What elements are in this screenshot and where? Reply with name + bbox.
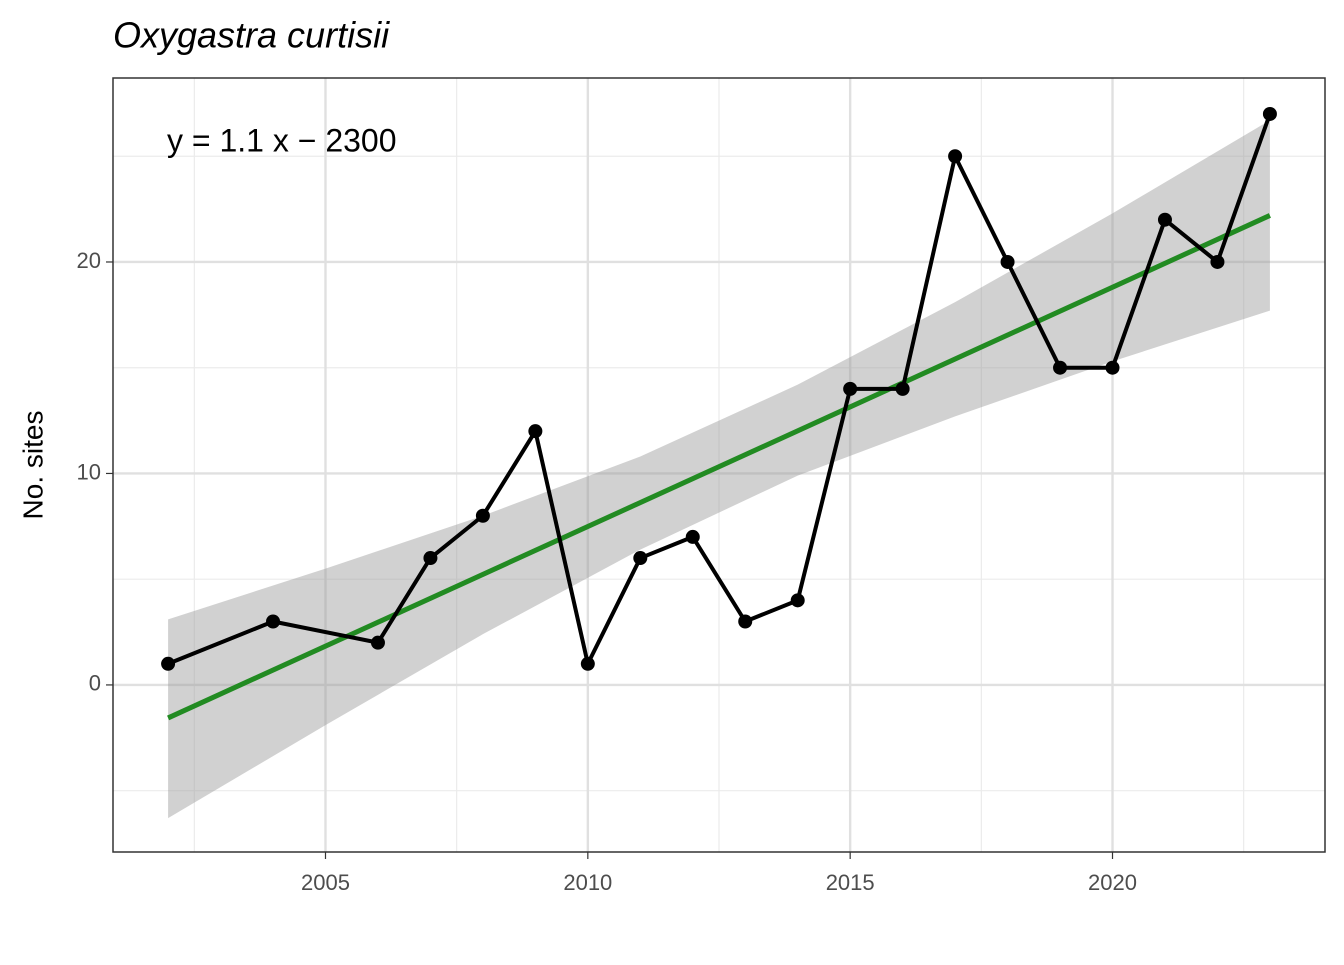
- trend-line: [167, 213, 1271, 721]
- data-point: [423, 551, 438, 566]
- x-tick-label: 2005: [301, 870, 350, 895]
- x-tick-label: 2015: [826, 870, 875, 895]
- data-point: [738, 614, 753, 629]
- data-point: [1000, 254, 1015, 269]
- data-point: [266, 614, 281, 629]
- series-line: [167, 113, 1272, 666]
- y-tick-label: 20: [77, 248, 101, 273]
- data-point: [580, 656, 595, 671]
- data-point: [895, 381, 910, 396]
- data-point: [1053, 360, 1068, 375]
- data-point: [1157, 212, 1172, 227]
- x-tick-label: 2010: [563, 870, 612, 895]
- y-tick-label: 0: [89, 671, 101, 696]
- data-point: [1210, 254, 1225, 269]
- data-point: [685, 529, 700, 544]
- x-tick-label: 2020: [1088, 870, 1137, 895]
- data-point: [528, 424, 543, 439]
- data-point: [370, 635, 385, 650]
- annotation: y = 1.1 x − 2300: [167, 122, 397, 158]
- y-axis-label: No. sites: [17, 411, 48, 520]
- data-point: [843, 381, 858, 396]
- y-tick-label: 10: [77, 459, 101, 484]
- data-point: [1262, 106, 1277, 121]
- data-point: [161, 656, 176, 671]
- data-point: [790, 593, 805, 608]
- data-point: [948, 149, 963, 164]
- chart-title: Oxygastra curtisii: [113, 15, 390, 56]
- plot-border: [112, 77, 1326, 853]
- data-point: [1105, 360, 1120, 375]
- data-point: [633, 551, 648, 566]
- data-point: [475, 508, 490, 523]
